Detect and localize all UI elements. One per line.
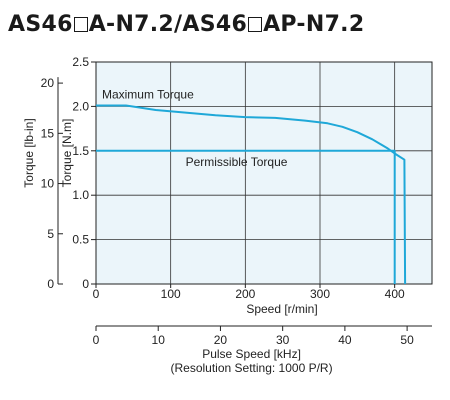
series-line-1 [96,149,396,284]
y-tick-label-2: 1.0 [72,188,89,202]
y2-tick-label-0: 0 [47,277,54,291]
x2-tick-label-3: 30 [276,333,290,347]
y-axis-label-lbin: Torque [lb-in] [22,118,36,187]
x2-tick-label-1: 10 [152,333,166,347]
plot-area [95,61,433,285]
title-placeholder-box-1 [73,17,88,32]
chart-title: AS46 A-N7.2/AS46 AP-N7.2 [8,12,364,37]
x2-tick-label-5: 50 [400,333,414,347]
y-tick-label-5: 2.5 [72,55,89,69]
x-tick-label-2: 200 [235,287,255,301]
y2-tick-label-2: 10 [41,177,55,191]
y-axis-label-nm: Torque [N.m] [60,119,74,188]
y-tick-label-1: 0.5 [72,233,89,247]
y-tick-label-3: 1.5 [72,144,89,158]
title-part-3: AP-N7.2 [263,12,365,37]
x-tick-label-3: 300 [310,287,330,301]
resolution-setting-note: (Resolution Setting: 1000 P/R) [171,361,333,375]
y-tick-label-4: 2.0 [72,99,89,113]
title-part-2: A-N7.2/AS46 [88,12,248,37]
y2-tick-label-3: 15 [41,126,55,140]
y-tick-label-0: 0 [82,277,89,291]
x2-tick-label-2: 20 [214,333,228,347]
series-layer [96,104,407,285]
x-tick-label-1: 100 [161,287,181,301]
x-tick-label-4: 400 [385,287,405,301]
series-label-permissible-torque: Permissible Torque [186,155,288,169]
title-part-1: AS46 [8,12,73,37]
x-axis-label: Speed [r/min] [246,302,317,316]
title-placeholder-box-2 [248,17,263,32]
pulse-speed-axis-label: Pulse Speed [kHz] [202,347,301,361]
x2-tick-label-0: 0 [93,333,100,347]
series-label-maximum-torque: Maximum Torque [102,87,194,101]
y2-tick-label-4: 20 [41,76,55,90]
x-tick-label-0: 0 [93,287,100,301]
x2-tick-label-4: 40 [338,333,352,347]
y2-tick-label-1: 5 [47,227,54,241]
